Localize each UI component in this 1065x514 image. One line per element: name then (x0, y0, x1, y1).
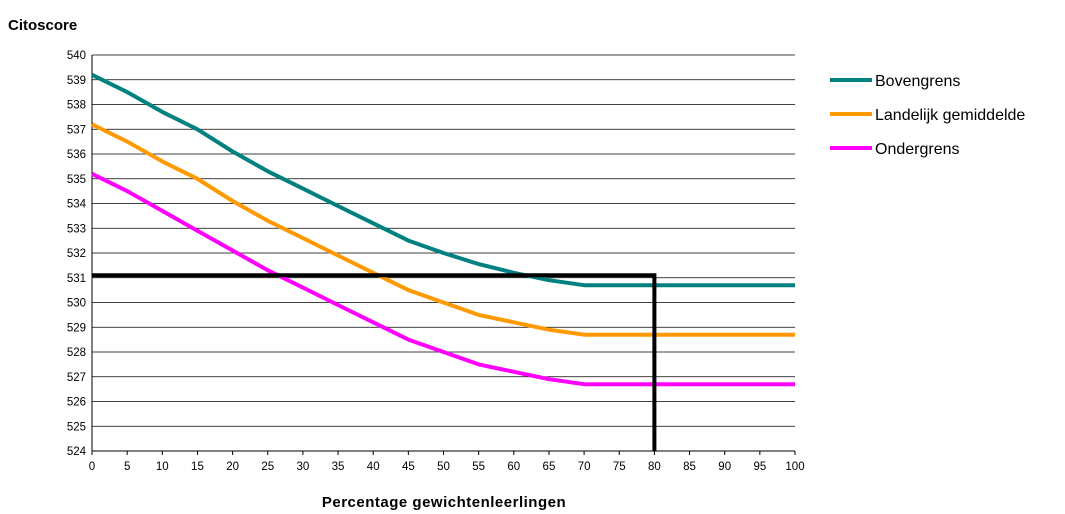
reference-lines (92, 273, 657, 451)
legend-label: Bovengrens (875, 73, 960, 90)
x-tick-label: 30 (297, 461, 310, 473)
x-tick-label: 20 (226, 461, 239, 473)
y-tick-label: 524 (67, 446, 87, 458)
y-tick-label: 527 (67, 372, 86, 384)
x-tick-labels: 0 5 10 15 20 25 30 35 40 45 50 55 60 65 70 75 80 85 90 95 10… (89, 451, 805, 473)
x-tick-label: 35 (332, 461, 345, 473)
y-tick-label: 537 (67, 124, 86, 136)
y-axis-title: Citoscore (8, 17, 77, 34)
y-tick-label: 534 (67, 199, 87, 211)
y-tick-label: 531 (67, 273, 86, 285)
y-tick-labels: 524 525 526 527 528 529 530 531 532 533 534 535 536 5… (67, 50, 87, 458)
x-tick-label: 5 (124, 461, 130, 473)
reference-line (92, 273, 657, 451)
y-tick-label: 535 (67, 174, 86, 186)
x-tick-label: 50 (437, 461, 450, 473)
x-tick-label: 60 (507, 461, 520, 473)
legend-label: Ondergrens (875, 141, 960, 158)
legend-label: Landelijk gemiddelde (875, 107, 1025, 124)
y-tick-label: 539 (67, 75, 86, 87)
x-tick-label: 10 (156, 461, 169, 473)
x-tick-label: 55 (472, 461, 485, 473)
y-tick-label: 529 (67, 322, 86, 334)
y-tick-label: 530 (67, 298, 86, 310)
y-tick-label: 536 (67, 149, 86, 161)
x-tick-label: 90 (718, 461, 731, 473)
legend: Bovengrens Landelijk gemiddelde Ondergrens (830, 73, 1025, 158)
x-tick-label: 45 (402, 461, 415, 473)
y-tick-label: 533 (67, 223, 86, 235)
x-tick-label: 75 (613, 461, 626, 473)
x-tick-label: 70 (578, 461, 591, 473)
x-tick-label: 0 (89, 461, 95, 473)
x-tick-label: 25 (261, 461, 274, 473)
y-tick-label: 532 (67, 248, 86, 260)
series-line-ondergrens (91, 172, 795, 387)
series-lines (91, 73, 795, 387)
y-tick-label: 538 (67, 100, 86, 112)
x-tick-label: 100 (785, 461, 804, 473)
x-tick-label: 65 (543, 461, 556, 473)
y-tick-label: 525 (67, 421, 86, 433)
x-tick-label: 15 (191, 461, 204, 473)
x-tick-label: 40 (367, 461, 380, 473)
x-tick-label: 80 (648, 461, 661, 473)
series-line-landelijk-gemiddelde (91, 122, 795, 337)
x-axis-title: Percentage gewichtenleerlingen (322, 494, 566, 511)
y-tick-label: 540 (67, 50, 86, 62)
series-line-bovengrens (91, 73, 795, 288)
x-tick-label: 95 (753, 461, 766, 473)
y-tick-label: 526 (67, 397, 86, 409)
x-tick-label: 85 (683, 461, 696, 473)
y-tick-label: 528 (67, 347, 86, 359)
